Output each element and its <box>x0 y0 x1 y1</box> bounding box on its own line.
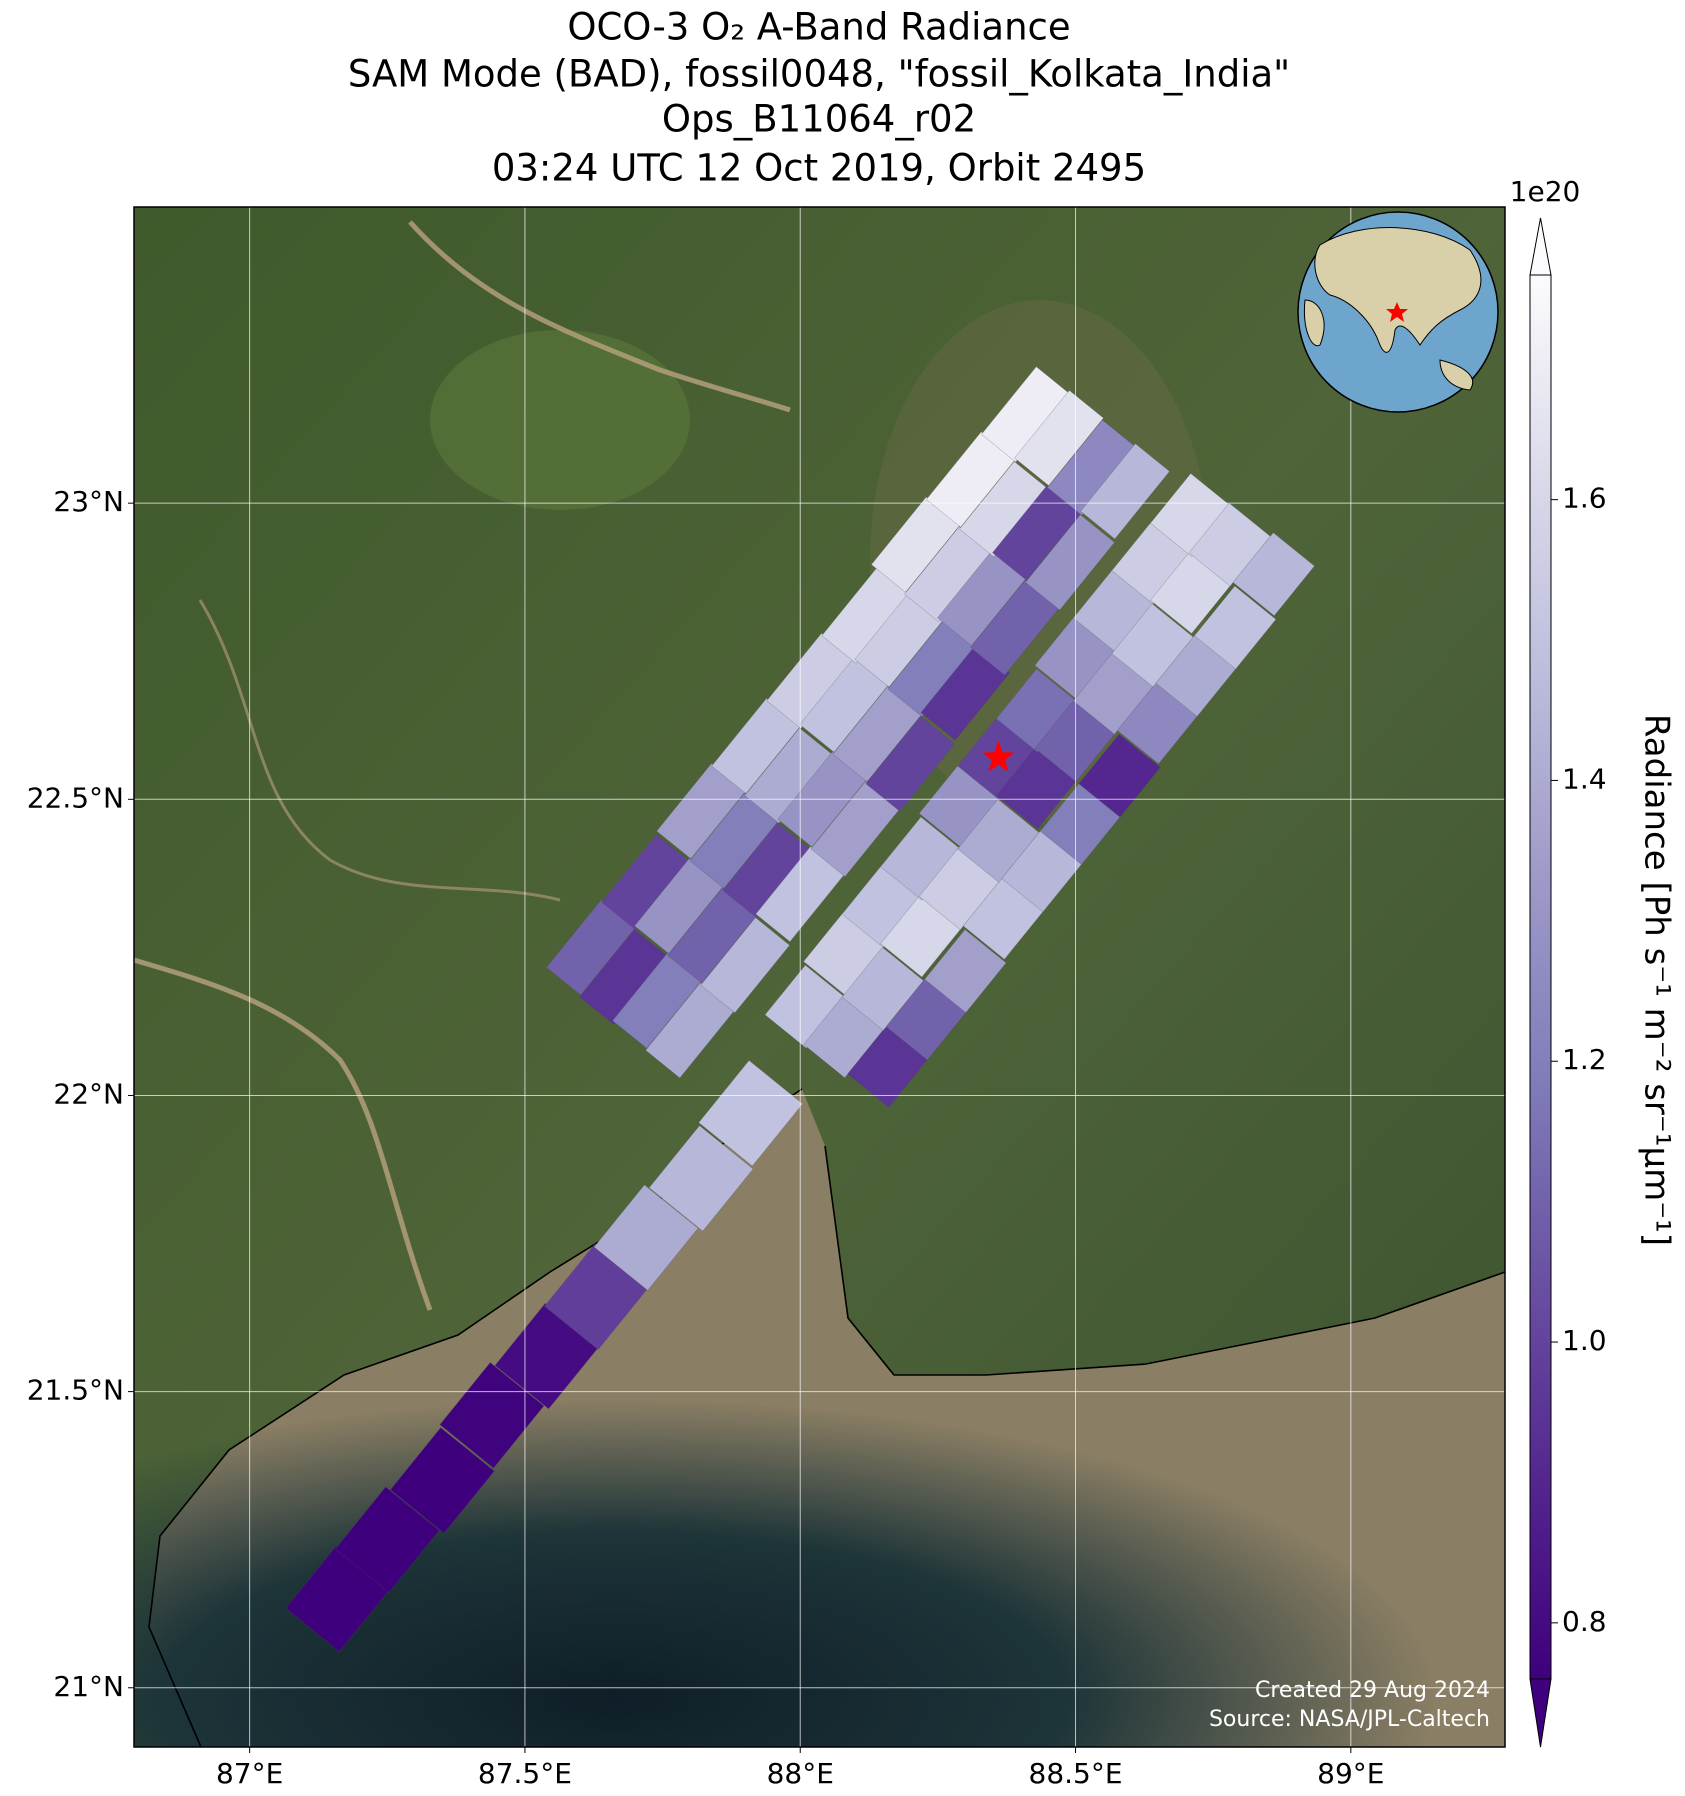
swath-cell <box>334 1486 440 1593</box>
x-tick-label: 87°E <box>216 1757 283 1790</box>
target-marker <box>982 740 1015 772</box>
y-tick-label: 22.5°N <box>27 781 124 814</box>
swath-cell <box>1014 389 1104 487</box>
x-tick-label: 89°E <box>1317 1757 1384 1790</box>
swath-cell <box>648 1125 754 1232</box>
swath-cell <box>865 715 956 812</box>
colorbar-tick-label: 1.4 <box>1562 762 1607 795</box>
river <box>134 957 433 1311</box>
grid-layer <box>134 207 1505 1747</box>
colorbar-offset: 1e20 <box>1510 175 1581 208</box>
x-tick-label: 88.5°E <box>1029 1757 1123 1790</box>
x-tick-label: 87.5°E <box>478 1757 572 1790</box>
globe-land <box>1303 299 1325 347</box>
colorbar-body <box>1529 274 1552 1680</box>
y-tick-label: 21°N <box>53 1670 124 1703</box>
river <box>408 220 791 413</box>
credit: Source: NASA/JPL-Caltech <box>1209 1707 1490 1732</box>
deep-sea <box>134 1250 1505 1747</box>
swath-cell <box>698 1060 804 1167</box>
colorbar: 0.8 1.0 1.2 1.4 1.6 <box>1529 217 1607 1748</box>
swath-cell <box>1025 514 1115 611</box>
swath-cell <box>1194 585 1277 670</box>
swath-cell <box>1232 532 1315 617</box>
swath-cell <box>1080 443 1170 540</box>
colorbar-tick-label: 1.0 <box>1562 1324 1607 1357</box>
colorbar-tick-label: 1.2 <box>1562 1043 1607 1076</box>
swath-cell <box>389 1427 495 1534</box>
swath-cell <box>924 929 1007 1014</box>
subtitle: Ops_B11064_r02 <box>662 98 976 141</box>
globe-star <box>1386 302 1408 322</box>
river <box>198 599 561 902</box>
y-tick-label: 22°N <box>53 1077 124 1110</box>
map-frame <box>133 206 1506 1748</box>
target-layer <box>982 740 1015 772</box>
swath-cell <box>439 1362 545 1469</box>
globe-inset <box>1297 211 1499 413</box>
x-tick-label: 88°E <box>767 1757 834 1790</box>
y-tick-label: 21.5°N <box>27 1374 124 1407</box>
subtitle: SAM Mode (BAD), fossil0048, "fossil_Kolk… <box>348 53 1290 96</box>
credit: Created 29 Aug 2024 <box>1255 1678 1490 1703</box>
colorbar-extend-max <box>1529 217 1552 276</box>
swath-cell <box>700 917 791 1014</box>
colorbar-extend-min <box>1529 1678 1552 1748</box>
title: OCO-3 O₂ A-Band Radiance <box>567 6 1070 49</box>
swath-cell <box>593 1184 699 1291</box>
basemap: Created 29 Aug 2024 Source: NASA/JPL-Cal… <box>134 207 1505 1747</box>
subtitle: 03:24 UTC 12 Oct 2019, Orbit 2495 <box>492 147 1146 190</box>
y-tick-label: 23°N <box>53 485 124 518</box>
globe-land <box>1439 359 1473 391</box>
globe-land <box>1314 227 1482 353</box>
colorbar-label: Radiance [Ph s⁻¹ m⁻² sr⁻¹μm⁻¹] <box>1637 714 1677 1246</box>
colorbar-tick-label: 0.8 <box>1562 1605 1607 1638</box>
colorbar-tick-label: 1.6 <box>1562 482 1607 515</box>
land-patch <box>430 330 690 510</box>
swath-cell <box>1078 733 1161 818</box>
